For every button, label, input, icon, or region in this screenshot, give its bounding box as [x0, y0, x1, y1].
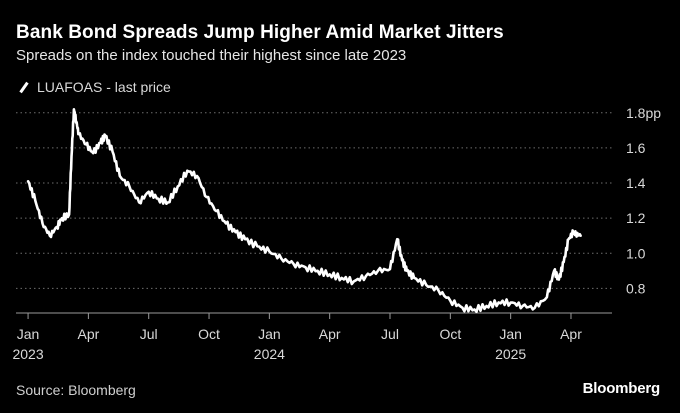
series-line [26, 108, 582, 314]
source-note: Source: Bloomberg [16, 382, 136, 398]
chart-title: Bank Bond Spreads Jump Higher Amid Marke… [16, 22, 504, 43]
x-tick-year-label: 2025 [495, 346, 526, 362]
y-tick-label: 1.8pp [626, 105, 661, 121]
x-tick-label: Apr [77, 326, 99, 342]
chart-subtitle: Spreads on the index touched their highe… [16, 47, 407, 64]
x-tick-label: Jan [17, 326, 40, 342]
x-tick-label: Jul [381, 326, 399, 342]
x-tick-year-label: 2024 [254, 346, 285, 362]
x-tick-label: Jul [140, 326, 158, 342]
y-tick-label: 1.2 [626, 210, 646, 226]
x-tick-label: Apr [560, 326, 582, 342]
y-tick-label: 1.4 [626, 175, 646, 191]
x-tick-label: Jan [258, 326, 281, 342]
legend: LUAFOAS - last price [16, 79, 171, 95]
bloomberg-logo: Bloomberg [582, 380, 661, 397]
x-tick-label: Oct [439, 326, 461, 342]
x-tick-year-label: 2023 [12, 346, 43, 362]
legend-label: LUAFOAS - last price [37, 79, 171, 95]
x-tick-label: Apr [319, 326, 341, 342]
x-tick-label: Oct [198, 326, 220, 342]
x-tick-label: Jan [499, 326, 522, 342]
y-tick-label: 1.6 [626, 140, 646, 156]
y-tick-label: 0.8 [626, 280, 646, 296]
y-tick-label: 1.0 [626, 245, 646, 261]
